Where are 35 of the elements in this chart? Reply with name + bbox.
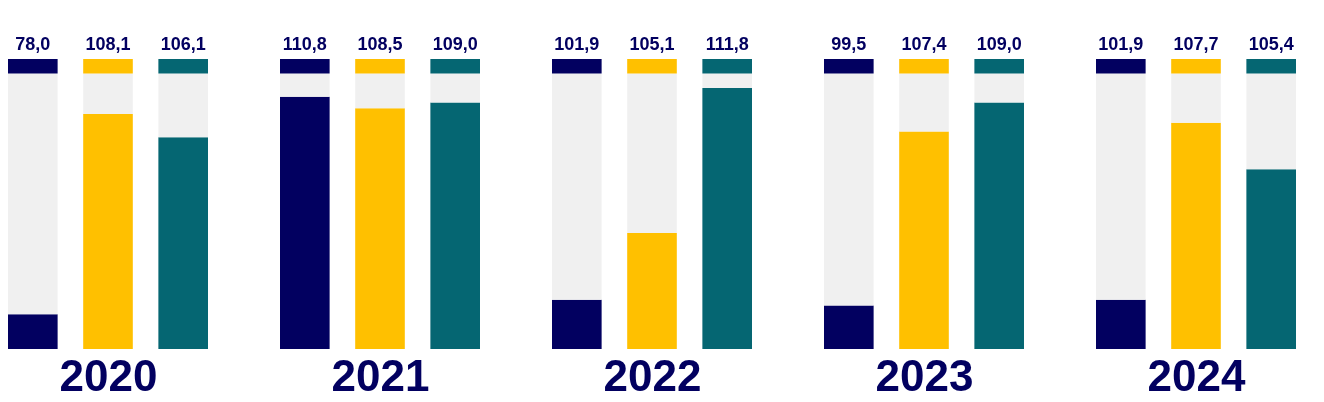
x-axis-title: 2023 xyxy=(875,350,974,400)
text: 108,1 xyxy=(85,34,131,54)
bar xyxy=(355,73,405,109)
bar xyxy=(8,73,58,315)
text: 107,7 xyxy=(1173,34,1219,54)
bar xyxy=(83,73,133,115)
bar xyxy=(1171,73,1221,123)
bar xyxy=(627,73,677,233)
text: 111,8 xyxy=(705,34,749,54)
x-axis-title: 2022 xyxy=(603,350,702,400)
text: 106,1 xyxy=(160,34,206,54)
text: 101,9 xyxy=(1098,34,1144,54)
text: 108,5 xyxy=(357,34,403,54)
x-axis-title: 2024 xyxy=(1147,350,1246,400)
text: 109,0 xyxy=(432,34,478,54)
bar xyxy=(280,73,330,97)
text: 110,8 xyxy=(282,34,327,54)
text: 101,9 xyxy=(554,34,600,54)
text: 78,0 xyxy=(15,34,51,54)
text: 99,5 xyxy=(831,34,867,54)
bar xyxy=(974,73,1024,103)
bar xyxy=(702,73,752,88)
bar xyxy=(824,73,874,306)
bar xyxy=(430,73,480,103)
bar xyxy=(899,73,949,132)
x-axis-title: 2020 xyxy=(59,350,158,400)
bar xyxy=(158,73,208,138)
bar xyxy=(552,73,602,300)
bar xyxy=(1096,73,1146,300)
bar xyxy=(1246,73,1296,170)
text: 105,4 xyxy=(1248,34,1294,54)
text: 107,4 xyxy=(901,34,947,54)
text: 109,0 xyxy=(976,34,1022,54)
text: 105,1 xyxy=(629,34,675,54)
x-axis-title: 2021 xyxy=(331,350,430,400)
